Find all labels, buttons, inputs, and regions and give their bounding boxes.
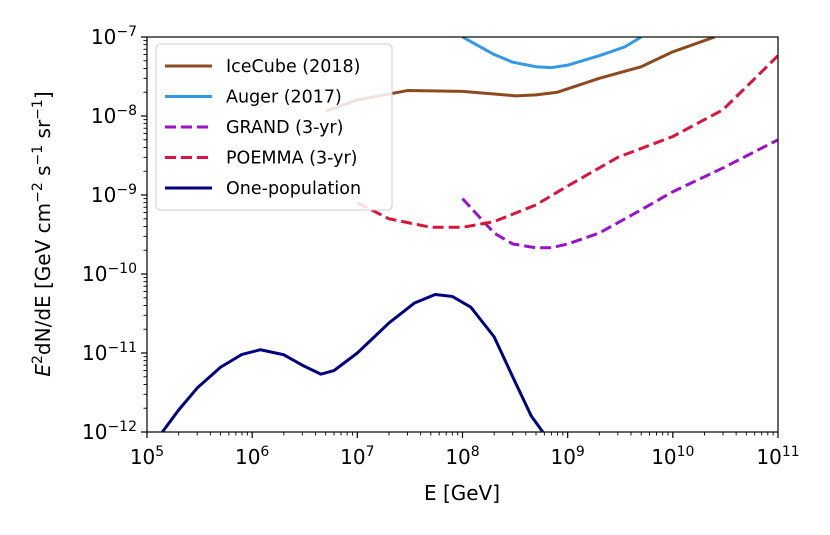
legend-items: IceCube (2018) Auger (2017) GRAND (3-yr) PO… xyxy=(165,57,361,199)
series-line xyxy=(325,37,716,113)
x-axis: 105 106 107 108 109 1010 1011 xyxy=(130,432,800,469)
legend-label: IceCube (2018) xyxy=(226,57,361,77)
legend-box xyxy=(155,43,393,211)
legend: IceCube (2018) Auger (2017) GRAND (3-yr) PO… xyxy=(155,43,393,211)
series-line xyxy=(356,54,778,229)
series-layer xyxy=(161,37,778,432)
y-tick-label: 10−12 xyxy=(82,419,137,444)
y-tick-label: 10−9 xyxy=(91,182,137,207)
y-axis-title: E2dN/dE [GeV cm−2 s−1 sr−1] xyxy=(30,91,55,376)
y-tick-label: 10−8 xyxy=(91,103,137,128)
x-tick-label: 107 xyxy=(340,444,374,469)
legend-label: GRAND (3-yr) xyxy=(226,118,343,138)
legend-label: One-population xyxy=(226,179,361,199)
x-tick-label: 108 xyxy=(445,444,479,469)
x-tick-label: 105 xyxy=(130,444,164,469)
x-tick-label: 1011 xyxy=(756,444,799,469)
y-tick-label: 10−7 xyxy=(91,24,137,49)
x-tick-label: 106 xyxy=(235,444,269,469)
x-axis-title: E [GeV] xyxy=(424,481,500,505)
series-line xyxy=(461,138,778,250)
y-tick-label: 10−10 xyxy=(82,261,137,286)
x-tick-label: 109 xyxy=(550,444,584,469)
series-line xyxy=(161,293,545,432)
y-tick-label: 10−11 xyxy=(82,340,137,365)
x-tick-label: 1010 xyxy=(651,444,694,469)
y-axis: 10−12 10−11 10−10 10−9 10−8 10−7 xyxy=(82,24,147,444)
legend-label: Auger (2017) xyxy=(226,88,342,108)
series-line xyxy=(461,37,642,70)
legend-label: POEMMA (3-yr) xyxy=(226,149,357,169)
